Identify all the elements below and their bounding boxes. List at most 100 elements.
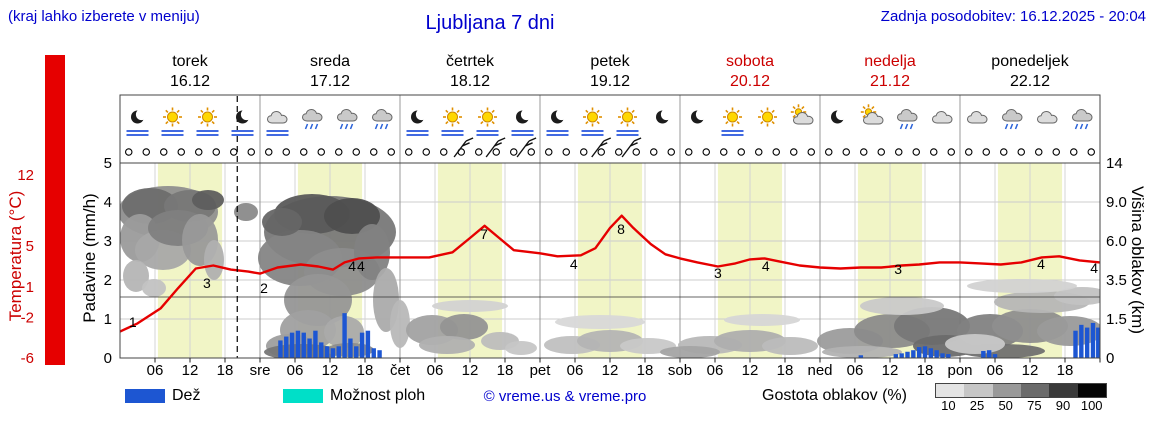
cloud-cover-circle bbox=[212, 148, 221, 156]
hour-label: 06 bbox=[987, 362, 1004, 379]
cloud-cover-circle bbox=[1035, 148, 1043, 156]
rain-bar bbox=[336, 346, 341, 358]
day-date: 19.12 bbox=[589, 73, 631, 90]
weather-icons bbox=[126, 104, 1093, 136]
cloud-cover-circle bbox=[982, 148, 990, 156]
cloud-cover-circle bbox=[264, 148, 273, 156]
cloud-cover-circle bbox=[929, 148, 938, 156]
day-header: torek 16.12 bbox=[170, 52, 210, 92]
cloud-cover-circle bbox=[527, 148, 535, 156]
precip-tick: 3 bbox=[104, 233, 112, 250]
hour-label: 06 bbox=[707, 362, 724, 379]
day-name: ponedeljek bbox=[991, 53, 1069, 70]
cloud-cover-circle bbox=[807, 148, 815, 156]
rain-bar bbox=[278, 340, 283, 358]
cloud-cover-circle bbox=[562, 148, 570, 156]
rain-bar bbox=[295, 330, 301, 358]
cloud-cover-circle bbox=[999, 148, 1008, 156]
density-scale-segment bbox=[964, 384, 993, 397]
weather-icon-moon bbox=[126, 108, 149, 136]
temp-tick: 1 bbox=[26, 279, 34, 296]
temperature-value-label: 8 bbox=[617, 221, 625, 237]
weather-icon-cloud bbox=[931, 110, 953, 124]
weather-icon-rain bbox=[1071, 108, 1093, 130]
rain-bar bbox=[371, 348, 376, 358]
hour-label: 06 bbox=[427, 362, 444, 379]
rain-bar bbox=[307, 338, 312, 358]
day-name: sreda bbox=[309, 53, 351, 70]
rain-bar bbox=[313, 330, 318, 358]
rain-bar bbox=[905, 351, 910, 358]
hour-label: 12 bbox=[742, 362, 759, 379]
cloud-cover-circle bbox=[352, 148, 360, 156]
day-abbrev: čet bbox=[390, 362, 411, 379]
weather-icon-moon bbox=[231, 108, 254, 136]
day-date: 18.12 bbox=[449, 73, 491, 90]
density-scale-segment bbox=[936, 384, 965, 397]
cloud-cover-circle bbox=[369, 148, 378, 156]
temperature-value-label: 4 bbox=[348, 258, 356, 274]
density-scale-value: 90 bbox=[1055, 398, 1071, 413]
temp-tick: 12 bbox=[17, 167, 34, 184]
cloud-cover-circle bbox=[404, 148, 413, 156]
weather-icon-moon bbox=[691, 108, 708, 124]
rain-bar bbox=[365, 330, 371, 358]
hour-label: 12 bbox=[322, 362, 339, 379]
page-title: Ljubljana 7 dni bbox=[425, 12, 555, 34]
rain-bar bbox=[899, 353, 904, 358]
copyright-link[interactable]: © vreme.us & vreme.pro bbox=[483, 388, 647, 405]
day-abbrev: pon bbox=[947, 362, 972, 379]
cloud-cover-circle bbox=[947, 148, 955, 156]
weather-icon-sun bbox=[721, 107, 744, 136]
temperature-value-label: 4 bbox=[570, 256, 578, 272]
cloud-cover-circle bbox=[509, 148, 518, 156]
temperature-value-label: 3 bbox=[714, 265, 722, 281]
density-scale-segment bbox=[1049, 384, 1078, 397]
cloud-density-scale-labels: 10 25 50 75 90 100 bbox=[934, 398, 1106, 413]
cloud-height-tick: 1.5 bbox=[1106, 311, 1127, 328]
weather-icon-sun bbox=[476, 107, 499, 136]
cloud-cover-circle bbox=[754, 148, 763, 156]
cloud-cover-circle bbox=[282, 148, 290, 156]
cloud-cover-circle bbox=[719, 148, 728, 156]
cloud-cover-circle bbox=[737, 148, 745, 156]
density-scale-value: 25 bbox=[969, 398, 985, 413]
showers-legend-label: Možnost ploh bbox=[330, 387, 426, 404]
day-date: 22.12 bbox=[1009, 73, 1051, 90]
cloud-height-tick: 14 bbox=[1106, 155, 1123, 172]
rain-bar bbox=[946, 354, 951, 358]
rain-bar bbox=[928, 348, 934, 358]
cloud-cover-circle bbox=[824, 148, 833, 156]
weather-icon-sun bbox=[758, 107, 777, 127]
wind-barbs bbox=[453, 137, 642, 158]
temperature-value-label: 3 bbox=[894, 261, 902, 277]
rain-bar bbox=[342, 313, 347, 358]
temperature-value-label: 4 bbox=[1037, 256, 1045, 272]
temp-tick: 5 bbox=[26, 238, 34, 255]
rain-bar bbox=[981, 350, 986, 358]
cloud-height-tick: 6.0 bbox=[1106, 233, 1127, 250]
temp-tick: -6 bbox=[21, 350, 34, 367]
day-header: nedelja 21.12 bbox=[864, 52, 916, 92]
hour-label: 18 bbox=[777, 362, 794, 379]
cloud-cover-circle bbox=[492, 148, 500, 156]
rain-bar bbox=[324, 346, 330, 358]
day-name: četrtek bbox=[445, 53, 495, 70]
weather-icon-rain bbox=[896, 108, 918, 130]
temperature-value-label: 4 bbox=[357, 258, 365, 274]
hour-label: 18 bbox=[357, 362, 374, 379]
rain-bar bbox=[1079, 324, 1084, 358]
temperature-value-label: 3 bbox=[203, 275, 211, 291]
precip-tick: 1 bbox=[104, 311, 112, 328]
cloud-cover-circle bbox=[894, 148, 903, 156]
hour-label: 06 bbox=[567, 362, 584, 379]
rain-bar bbox=[911, 350, 916, 358]
rain-bar bbox=[354, 346, 359, 358]
cloud-cover-circle bbox=[964, 148, 973, 156]
hour-label: 12 bbox=[602, 362, 619, 379]
hour-label: 06 bbox=[847, 362, 864, 379]
cloud-height-tick: 3.5 bbox=[1106, 272, 1127, 289]
hour-label: 18 bbox=[917, 362, 934, 379]
